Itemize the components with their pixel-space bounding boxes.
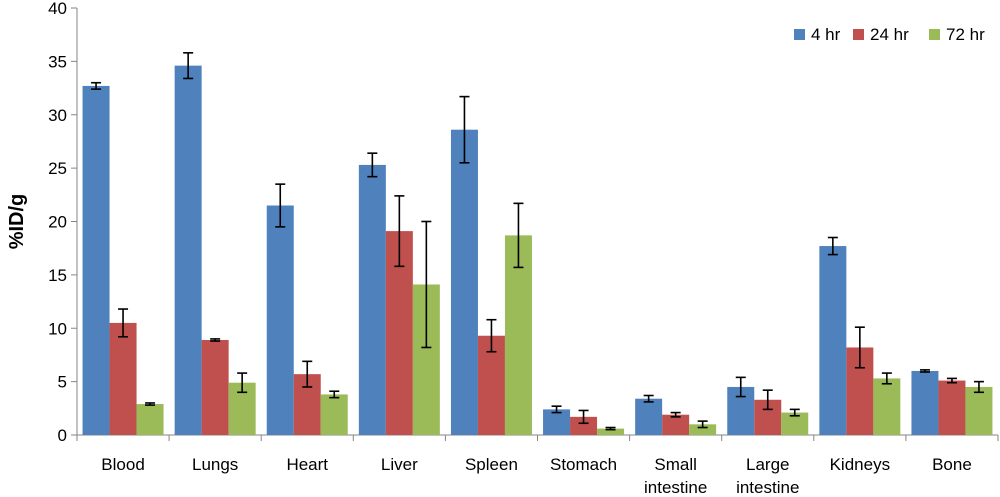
bar [109,322,137,435]
bar [504,235,532,435]
x-tick-label-line: Stomach [550,455,617,474]
legend: 4 hr 24 hr 72 hr [794,25,985,44]
legend-swatch [794,29,805,40]
bar [358,164,386,436]
x-tick-label: Large intestine [736,455,799,497]
bar [597,428,625,435]
x-tick-label-line: Liver [381,455,418,474]
y-tick-label: 20 [48,213,67,232]
bar [819,246,847,435]
y-tick-label: 35 [48,52,67,71]
bar [635,398,663,435]
bar [320,394,348,435]
legend-swatch [929,29,940,40]
x-tick-label: Bone [932,455,972,474]
y-tick-label: 10 [48,319,67,338]
bar [201,339,229,435]
bar [570,416,598,435]
bars-layer [82,65,993,436]
bar [689,424,717,435]
x-tick-label-line: Heart [286,455,328,474]
legend-label: 72 hr [946,25,985,44]
x-tick-label-line: intestine [644,478,707,497]
legend-label: 24 hr [870,25,909,44]
x-tick-label-line: Small [654,455,697,474]
legend-label: 4 hr [811,25,841,44]
y-tick-label: 25 [48,159,67,178]
bar [266,205,294,435]
x-tick-label-line: Blood [101,455,144,474]
legend-swatch [853,29,864,40]
x-tick-label: Blood [101,455,144,474]
x-tick-label-line: Bone [932,455,972,474]
x-tick-label: Small intestine [644,455,707,497]
labels-layer: 0 5 10 15 20 25 30 35 40 %ID/g Blood Lungs Heart Live… [6,0,972,497]
x-tick-label-line: Large [746,455,789,474]
x-tick-label: Spleen [465,455,518,474]
y-tick-label: 15 [48,266,67,285]
bar [174,65,202,436]
bar [662,414,690,435]
bar [965,386,993,435]
x-tick-label: Heart [286,455,328,474]
error-bars-layer [91,52,984,431]
x-tick-label-line: Spleen [465,455,518,474]
bar [873,378,901,435]
bar [450,129,478,435]
y-tick-label: 30 [48,106,67,125]
x-tick-label-line: Kidneys [830,455,890,474]
x-tick-label-line: intestine [736,478,799,497]
x-tick-label: Stomach [550,455,617,474]
bar [781,412,809,435]
x-tick-label: Kidneys [830,455,890,474]
x-tick-label: Liver [381,455,418,474]
bar [543,409,571,435]
bar [82,85,110,436]
y-axis-title: %ID/g [6,194,28,250]
y-tick-label: 5 [58,373,67,392]
y-tick-label: 0 [58,426,67,445]
bar [938,380,966,435]
bar [911,370,939,435]
bar [136,404,164,435]
y-tick-label: 40 [48,0,67,18]
x-tick-label-line: Lungs [192,455,238,474]
x-tick-label: Lungs [192,455,238,474]
